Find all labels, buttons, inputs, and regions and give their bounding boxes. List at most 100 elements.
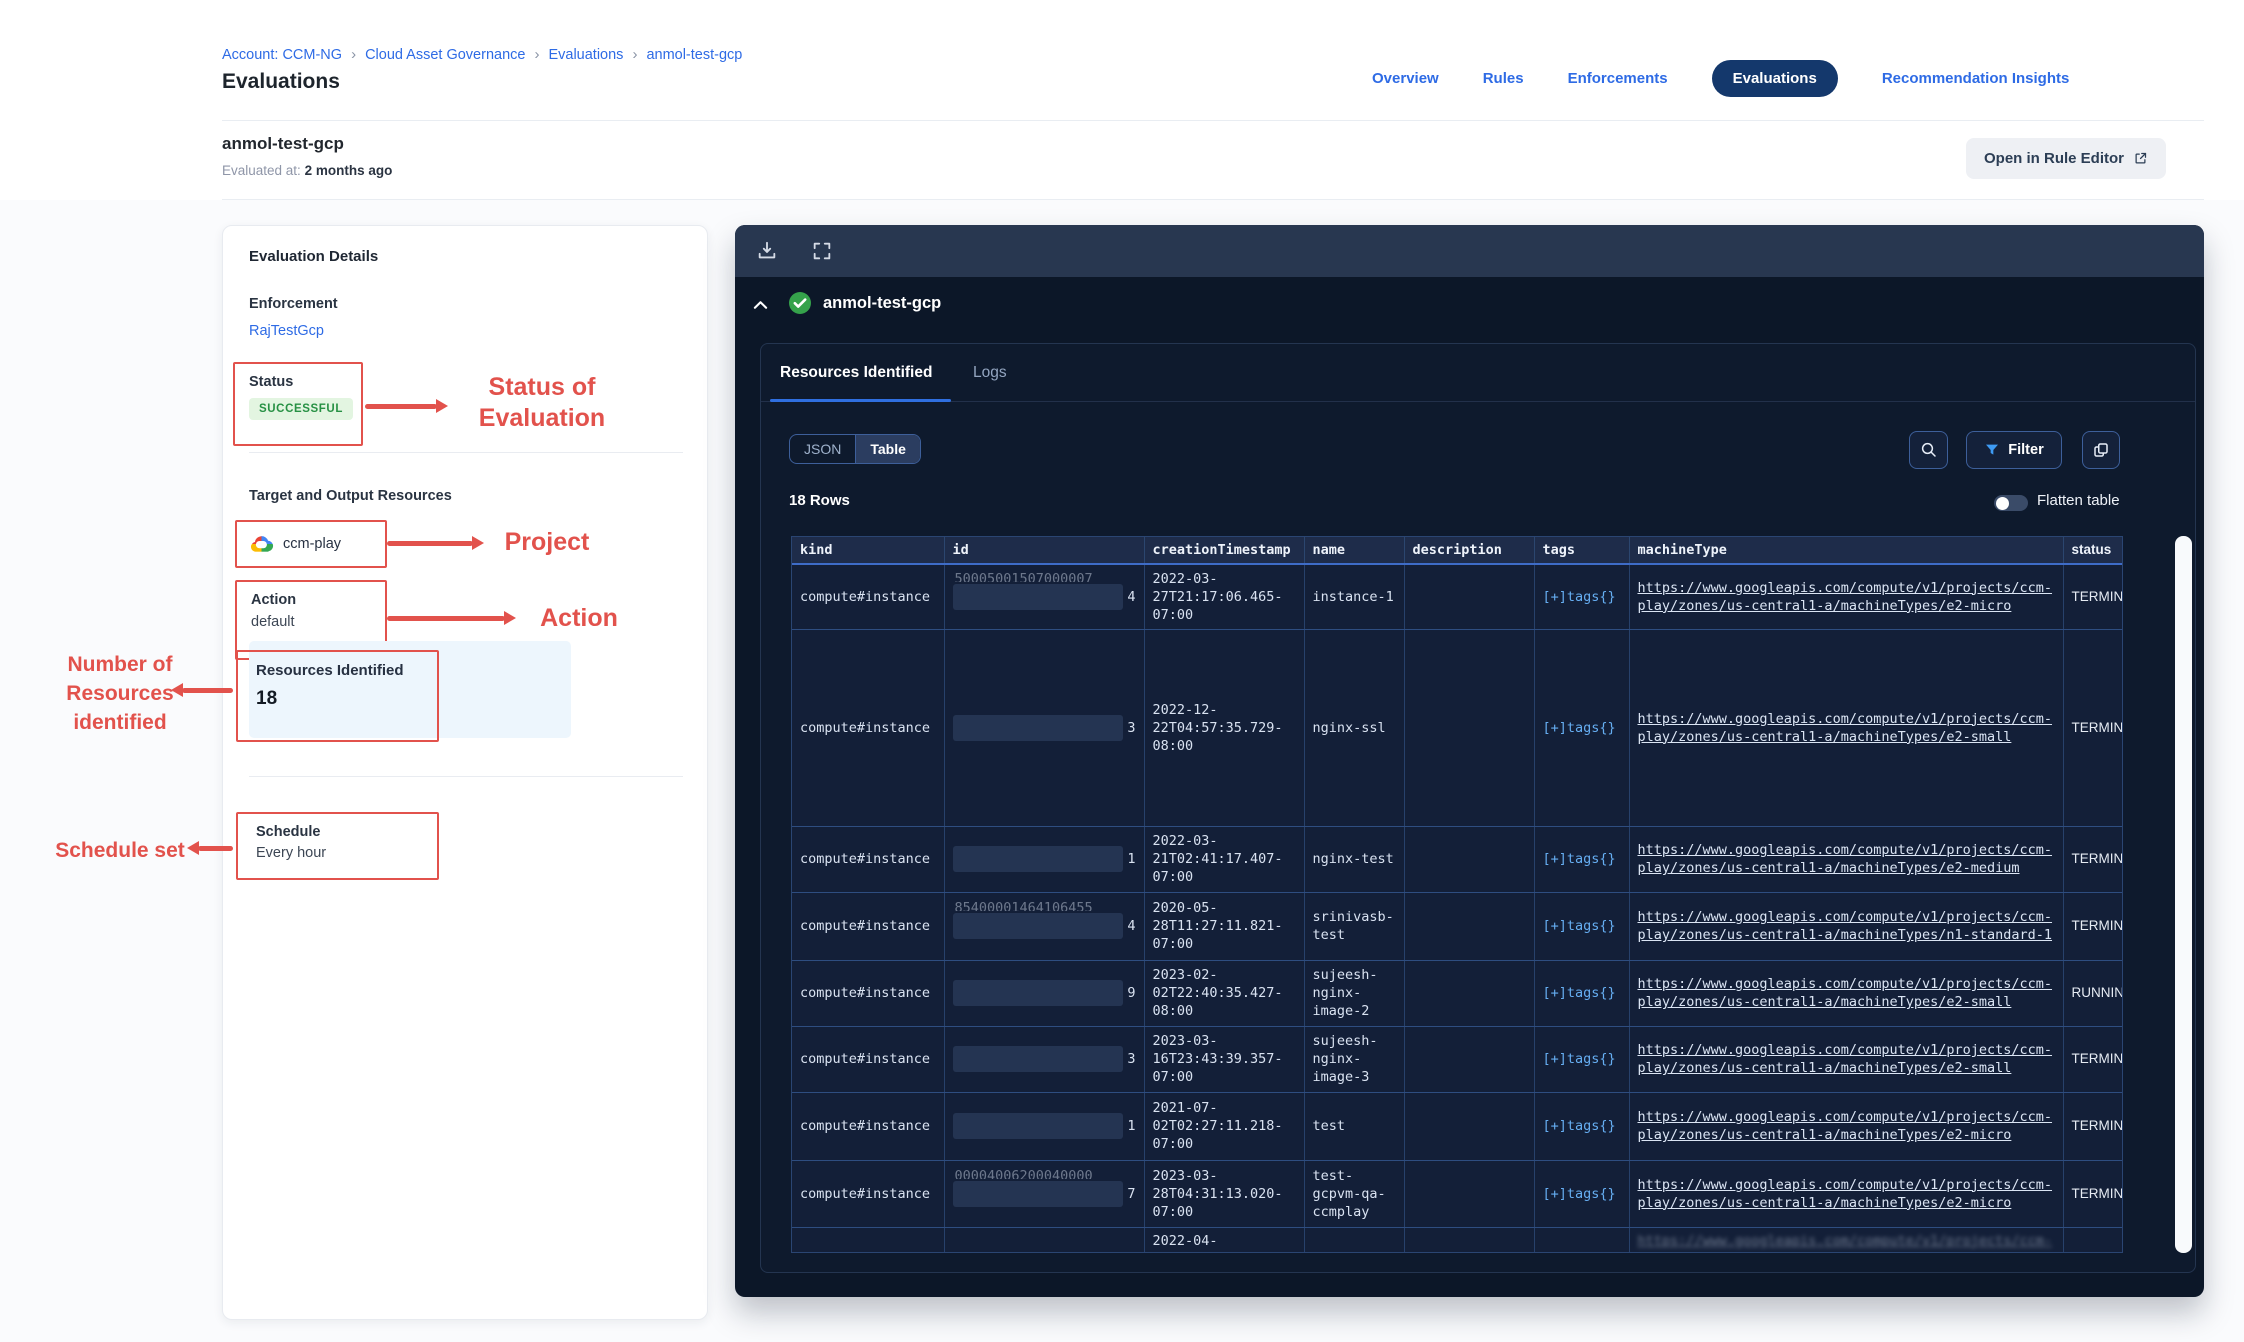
breadcrumb-separator: ›	[632, 46, 638, 63]
table-scrollbar[interactable]	[2175, 536, 2192, 1253]
result-name: anmol-test-gcp	[823, 294, 942, 312]
cell-id: 00004006200040000 7	[944, 1160, 1145, 1228]
cell-kind: compute#instance	[792, 1026, 945, 1093]
tab-overview[interactable]: Overview	[1372, 69, 1439, 87]
tags-expand-link[interactable]: [+]tags{}	[1542, 1185, 1616, 1202]
machine-type-link[interactable]: https://www.googleapis.com/compute/v1/pr…	[1637, 909, 2053, 943]
tags-expand-link[interactable]: [+]tags{}	[1542, 1118, 1616, 1134]
breadcrumb-account[interactable]: Account: CCM-NG	[222, 46, 343, 63]
action-value: default	[251, 614, 295, 630]
cell-tags: [+]tags{}	[1534, 826, 1630, 893]
collapse-chevron-icon[interactable]	[752, 298, 769, 312]
view-toggle: JSON Table	[789, 434, 921, 464]
open-in-rule-editor-button[interactable]: Open in Rule Editor	[1966, 138, 2167, 179]
table-row: compute#instance 00004006200040000 7 2023…	[792, 1160, 2122, 1228]
flatten-table-label: Flatten table	[2037, 492, 2120, 509]
evaluation-name: anmol-test-gcp	[222, 134, 344, 153]
tab-evaluations-active[interactable]: Evaluations	[1711, 59, 1838, 97]
project-annotation-box: ccm-play	[235, 520, 387, 568]
toggle-knob	[1996, 496, 2009, 510]
machine-type-link[interactable]: https://www.googleapis.com/compute/v1/pr…	[1637, 842, 2053, 876]
tab-rules[interactable]: Rules	[1482, 69, 1524, 87]
status-badge: SUCCESSFUL	[249, 398, 353, 420]
tags-expand-link[interactable]: [+]tags{}	[1542, 851, 1616, 867]
cell-name: sujeesh-nginx-image-3	[1304, 1026, 1405, 1093]
cell-timestamp: 2023-03-28T04:31:13.020-07:00	[1144, 1160, 1305, 1228]
redacted-id	[952, 1113, 1124, 1139]
machine-type-link[interactable]: https://www.googleapis.com/compute/v1/pr…	[1637, 1109, 2053, 1143]
resources-annotation-arrow	[171, 683, 233, 697]
flatten-table-toggle[interactable]	[1994, 495, 2028, 511]
cell-tags: [+]tags{}	[1534, 1026, 1630, 1093]
table-row-partial: 2022-04- https://www.googleapis.com/comp…	[792, 1227, 2122, 1252]
tags-expand-link[interactable]: [+]tags{}	[1542, 1051, 1616, 1067]
view-toggle-json[interactable]: JSON	[790, 435, 857, 463]
external-link-icon	[2135, 152, 2147, 164]
machine-type-link[interactable]: https://www.googleapis.com/compute/v1/pr…	[1637, 1042, 2053, 1076]
tags-expand-link[interactable]: [+]tags{}	[1542, 985, 1616, 1001]
download-icon[interactable]	[756, 240, 778, 262]
open-in-rule-editor-label: Open in Rule Editor	[1984, 150, 2125, 167]
tab-enforcements[interactable]: Enforcements	[1567, 69, 1668, 87]
col-kind[interactable]: kind	[792, 537, 945, 565]
fullscreen-icon[interactable]	[811, 240, 833, 262]
cell-name: sujeesh-nginx-image-2	[1304, 960, 1405, 1027]
project-name: ccm-play	[283, 536, 342, 552]
evaluation-results-panel: anmol-test-gcp Resources Identified Logs…	[735, 225, 2204, 1297]
tags-expand-link[interactable]: [+]tags{}	[1542, 918, 1616, 934]
tab-resources-identified[interactable]: Resources Identified	[780, 364, 933, 381]
cell-status: TERMINATED	[2063, 1092, 2122, 1161]
cell-timestamp: 2022-03-27T21:17:06.465-07:00	[1144, 564, 1305, 630]
machine-type-link[interactable]: https://www.googleapis.com/compute/v1/pr…	[1637, 579, 2053, 614]
cell-status: TERMINATED	[2063, 892, 2122, 961]
cell-tags: [+]tags{}	[1534, 960, 1630, 1027]
cell-timestamp: 2023-03-16T23:43:39.357-07:00	[1144, 1026, 1305, 1093]
view-toggle-table[interactable]: Table	[856, 435, 920, 463]
col-status[interactable]: status	[2063, 537, 2122, 565]
cell-name: nginx-test	[1304, 826, 1405, 893]
evaluated-at-value: 2 months ago	[304, 163, 393, 178]
status-annotation-box: Status SUCCESSFUL	[233, 362, 363, 446]
cell-kind: compute#instance	[792, 564, 945, 630]
cell-name: srinivasb-test	[1304, 892, 1405, 961]
cell-kind: compute#instance	[792, 1160, 945, 1228]
col-description[interactable]: description	[1404, 537, 1535, 565]
col-id[interactable]: id	[944, 537, 1145, 565]
tags-expand-link[interactable]: [+]tags{}	[1542, 588, 1616, 605]
tags-expand-link[interactable]: [+]tags{}	[1542, 719, 1616, 736]
tab-recommendation-insights[interactable]: Recommendation Insights	[1881, 69, 2070, 87]
copy-icon	[2094, 443, 2108, 457]
rows-count: 18 Rows	[789, 492, 850, 509]
filter-button[interactable]: Filter	[1966, 431, 2062, 469]
results-tabs: Resources Identified Logs	[761, 344, 2195, 402]
col-name[interactable]: name	[1304, 537, 1405, 565]
enforcement-link[interactable]: RajTestGcp	[249, 323, 324, 339]
results-toolbar	[735, 225, 2204, 277]
cell-timestamp: 2022-04-	[1144, 1227, 1305, 1252]
annotation-number-of-resources: Number of Resources identified	[66, 653, 174, 734]
col-tags[interactable]: tags	[1534, 537, 1630, 565]
machine-type-link[interactable]: https://www.googleapis.com/compute/v1/pr…	[1637, 1232, 2053, 1249]
cell-machine-type: https://www.googleapis.com/compute/v1/pr…	[1629, 1227, 2064, 1252]
breadcrumb-cloud-asset-governance[interactable]: Cloud Asset Governance	[365, 46, 526, 63]
col-creation-timestamp[interactable]: creationTimestamp	[1144, 537, 1305, 565]
col-machine-type[interactable]: machineType	[1629, 537, 2064, 565]
breadcrumb-current[interactable]: anmol-test-gcp	[646, 46, 743, 63]
cell-kind: compute#instance	[792, 892, 945, 961]
breadcrumb-separator: ›	[534, 46, 540, 63]
machine-type-link[interactable]: https://www.googleapis.com/compute/v1/pr…	[1637, 1176, 2053, 1211]
evaluated-at: Evaluated at: 2 months ago	[222, 163, 392, 178]
table-row: compute#instance 9 2023-02-02T22:40:35.4…	[792, 960, 2122, 1027]
evaluated-at-label: Evaluated at:	[222, 163, 301, 178]
cell-name: test-gcpvm-qa-ccmplay	[1304, 1160, 1405, 1228]
table-row: compute#instance 3 2023-03-16T23:43:39.3…	[792, 1026, 2122, 1093]
breadcrumb-evaluations[interactable]: Evaluations	[548, 46, 624, 63]
machine-type-link[interactable]: https://www.googleapis.com/compute/v1/pr…	[1637, 976, 2053, 1010]
search-button[interactable]	[1909, 431, 1948, 469]
machine-type-link[interactable]: https://www.googleapis.com/compute/v1/pr…	[1637, 710, 2053, 745]
cell-id: 1	[944, 826, 1145, 893]
copy-button[interactable]	[2082, 431, 2120, 469]
details-title: Evaluation Details	[249, 248, 379, 265]
table-row: compute#instance 85400001464106455 4 2020…	[792, 892, 2122, 961]
tab-logs[interactable]: Logs	[973, 364, 1007, 381]
